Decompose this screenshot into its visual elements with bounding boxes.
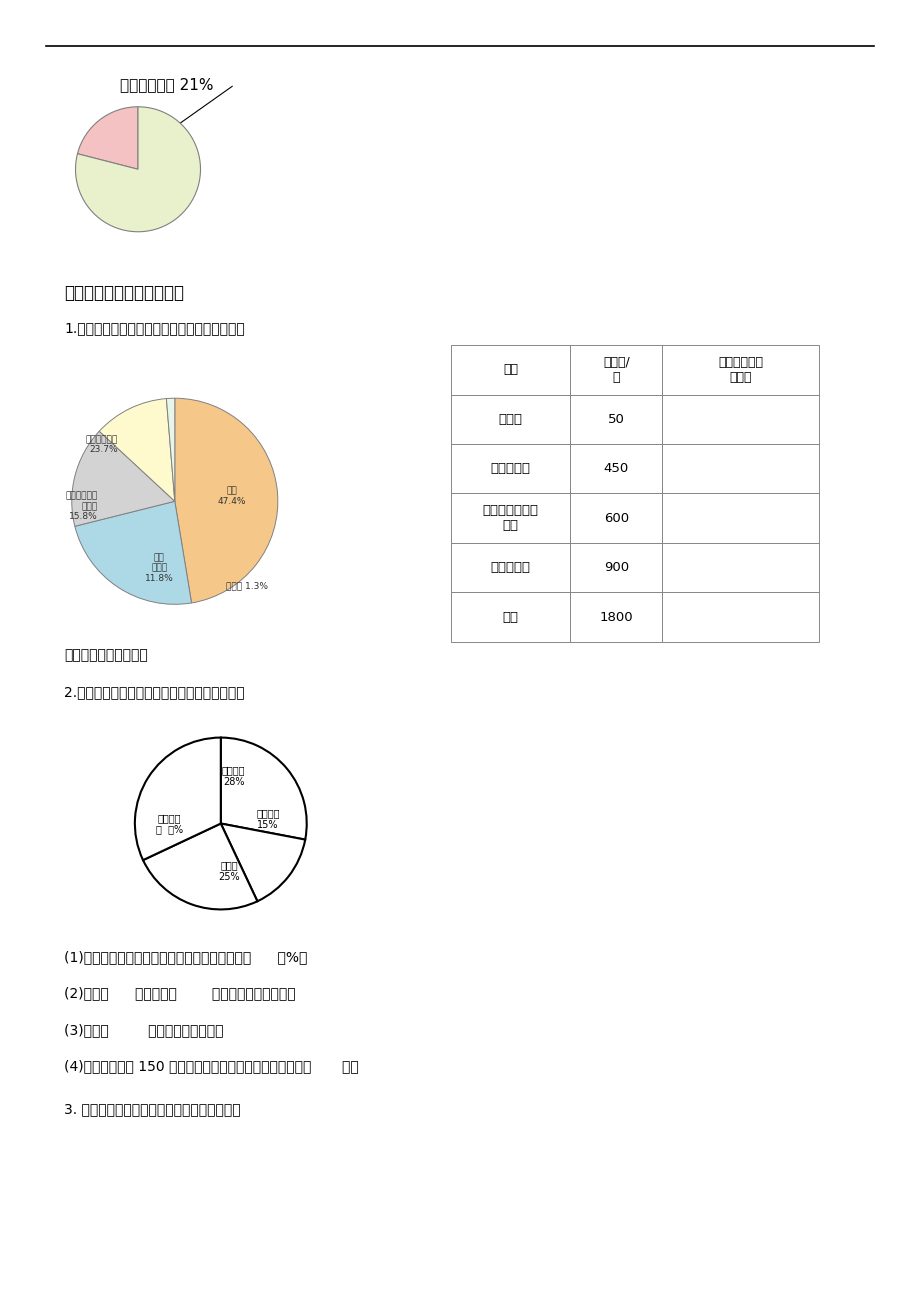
Text: 摄入量/
克: 摄入量/ 克	[602, 355, 630, 384]
Text: 3. 如图是聪聪家十月份生活支出情况统计图。: 3. 如图是聪聪家十月份生活支出情况统计图。	[64, 1103, 241, 1116]
Text: 450: 450	[603, 462, 629, 475]
Bar	[570, 395, 662, 444]
Wedge shape	[72, 431, 175, 526]
Text: 奶类
和豆类
11.8%: 奶类 和豆类 11.8%	[145, 553, 174, 583]
Text: (3)喜欢（         ）节目的人数最少。: (3)喜欢（ ）节目的人数最少。	[64, 1023, 223, 1036]
Text: 焦点访谈
15%: 焦点访谈 15%	[256, 809, 279, 829]
Bar	[570, 543, 662, 592]
Bar	[662, 444, 818, 493]
Wedge shape	[74, 501, 191, 604]
Bar	[662, 592, 818, 642]
Bar	[662, 345, 818, 395]
Text: 1800: 1800	[599, 611, 632, 624]
Text: 三、按要求完成下面各题。: 三、按要求完成下面各题。	[64, 284, 184, 302]
Text: 油脂类 1.3%: 油脂类 1.3%	[226, 581, 268, 590]
Bar	[662, 543, 818, 592]
Bar	[450, 395, 570, 444]
Text: 大风车
25%: 大风车 25%	[219, 861, 240, 881]
Bar	[450, 592, 570, 642]
Text: 蔬菜和水果类
23.7%: 蔬菜和水果类 23.7%	[85, 435, 118, 454]
Text: 600: 600	[603, 512, 629, 525]
Bar	[450, 345, 570, 395]
Text: 新闻联播
28%: 新闻联播 28%	[221, 766, 245, 786]
Text: 油脂类: 油脂类	[498, 413, 522, 426]
Text: 奶类和豆类: 奶类和豆类	[490, 462, 530, 475]
Bar	[570, 345, 662, 395]
Text: 蔬菜和水果: 蔬菜和水果	[490, 561, 530, 574]
Bar	[450, 543, 570, 592]
Wedge shape	[142, 824, 257, 909]
Text: 谷类: 谷类	[502, 611, 518, 624]
Text: 种类: 种类	[503, 363, 517, 376]
Text: 900: 900	[603, 561, 629, 574]
Wedge shape	[75, 107, 200, 232]
Bar	[450, 444, 570, 493]
Text: 鱼、禽、肉、
蛋等类
15.8%: 鱼、禽、肉、 蛋等类 15.8%	[65, 492, 97, 521]
Wedge shape	[175, 398, 278, 603]
Bar	[570, 444, 662, 493]
Text: 2.下图是某学校教师喜欢看的电视节目统计图。: 2.下图是某学校教师喜欢看的电视节目统计图。	[64, 686, 244, 699]
Text: 走进科学
（  ）%: 走进科学 （ ）%	[155, 812, 183, 835]
Text: 根据统计图完成表格。: 根据统计图完成表格。	[64, 648, 148, 661]
Bar	[450, 493, 570, 543]
Text: (2)喜欢（      ）节目和（        ）节目的人数差不多。: (2)喜欢（ ）节目和（ ）节目的人数差不多。	[64, 987, 296, 1000]
Text: 占总摄入量的
百分比: 占总摄入量的 百分比	[718, 355, 762, 384]
Wedge shape	[77, 107, 138, 169]
Text: 50: 50	[607, 413, 624, 426]
Bar	[662, 493, 818, 543]
Wedge shape	[99, 398, 175, 501]
Bar	[570, 493, 662, 543]
Text: (1)喜欢《走进科学》的老师占全体老师人数的（      ）%。: (1)喜欢《走进科学》的老师占全体老师人数的（ ）%。	[64, 950, 308, 963]
Text: 中国人口约占 21%: 中国人口约占 21%	[119, 77, 213, 92]
Wedge shape	[166, 398, 175, 501]
Wedge shape	[135, 737, 221, 861]
Text: 谷类
47.4%: 谷类 47.4%	[217, 487, 245, 505]
Bar	[570, 592, 662, 642]
Text: 鱼、禽、肉、蛋
等类: 鱼、禽、肉、蛋 等类	[482, 504, 538, 533]
Text: 1.下表是小丽一家三口一天各类食物的摄入量。: 1.下表是小丽一家三口一天各类食物的摄入量。	[64, 322, 244, 335]
Wedge shape	[221, 737, 306, 840]
Wedge shape	[221, 824, 305, 901]
Text: (4)如果该学校有 150 名老师，那么喜欢新闻联播的老师有（       ）。: (4)如果该学校有 150 名老师，那么喜欢新闻联播的老师有（ ）。	[64, 1060, 358, 1073]
Bar	[662, 395, 818, 444]
